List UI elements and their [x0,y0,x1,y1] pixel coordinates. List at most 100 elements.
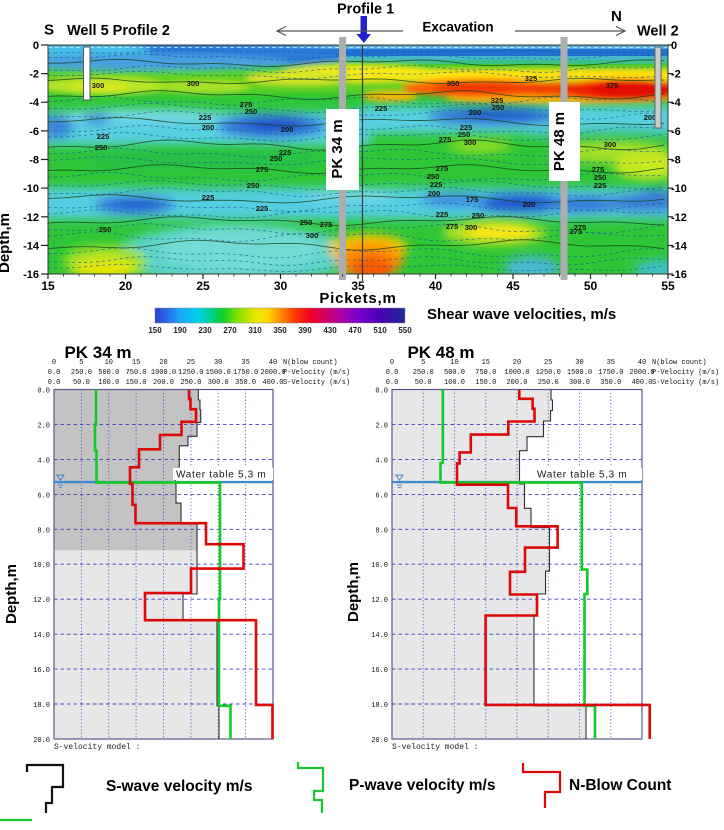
svg-text:225: 225 [375,104,388,113]
svg-text:0: 0 [671,40,677,52]
svg-text:20.0: 20.0 [371,737,388,745]
svg-text:N-Blow Count: N-Blow Count [569,777,671,794]
svg-text:0.0: 0.0 [37,388,50,396]
svg-text:15: 15 [41,279,55,293]
svg-text:18.0: 18.0 [371,702,388,710]
svg-text:15: 15 [482,359,490,367]
svg-text:35: 35 [241,359,249,367]
svg-text:-16: -16 [23,269,39,281]
svg-text:150.0: 150.0 [126,379,147,387]
svg-text:10: 10 [450,359,458,367]
svg-text:PK 48 m: PK 48 m [551,112,568,171]
svg-text:275: 275 [256,165,269,174]
svg-text:4.0: 4.0 [37,457,50,465]
svg-text:225: 225 [436,210,449,219]
svg-text:225: 225 [430,180,443,189]
svg-text:470: 470 [348,326,362,335]
svg-text:200.0: 200.0 [153,379,174,387]
svg-text:30: 30 [575,359,583,367]
svg-text:275: 275 [446,222,459,231]
svg-text:-10: -10 [671,183,687,195]
svg-text:0.0: 0.0 [48,369,61,377]
svg-text:-2: -2 [29,69,39,81]
svg-text:325: 325 [491,96,504,105]
svg-text:1250.0: 1250.0 [178,369,203,377]
svg-text:250: 250 [427,172,440,181]
svg-text:270: 270 [223,326,237,335]
svg-text:1250.0: 1250.0 [536,369,561,377]
svg-text:225: 225 [256,204,269,213]
svg-text:-10: -10 [23,183,39,195]
svg-text:225: 225 [460,123,473,132]
svg-text:-14: -14 [671,240,688,252]
svg-text:25: 25 [196,279,210,293]
svg-text:250: 250 [594,173,607,182]
svg-text:PK 34 m: PK 34 m [64,343,131,362]
svg-text:S: S [44,22,54,39]
svg-text:12.0: 12.0 [33,597,50,605]
svg-text:1000.0: 1000.0 [151,369,176,377]
svg-text:Shear wave velocities, m/s: Shear wave velocities, m/s [427,306,616,323]
svg-text:-8: -8 [29,155,39,167]
svg-text:40: 40 [429,279,443,293]
svg-text:300: 300 [465,223,478,232]
svg-text:190: 190 [173,326,187,335]
svg-text:8.0: 8.0 [375,527,388,535]
svg-text:Well 5 Profile 2: Well 5 Profile 2 [67,23,170,39]
svg-text:300.0: 300.0 [208,379,229,387]
svg-text:S-velocity model :: S-velocity model : [392,743,478,752]
svg-text:250.0: 250.0 [71,369,92,377]
svg-text:20.0: 20.0 [33,737,50,745]
svg-text:10: 10 [105,359,113,367]
svg-text:50: 50 [584,279,598,293]
svg-text:N(blow count): N(blow count) [652,359,707,367]
svg-text:275: 275 [574,223,587,232]
svg-text:10.0: 10.0 [33,562,50,570]
svg-text:0.0: 0.0 [386,369,399,377]
svg-text:Pickets,m: Pickets,m [319,290,396,307]
svg-text:350.0: 350.0 [235,379,256,387]
svg-text:0: 0 [33,40,39,52]
svg-text:390: 390 [298,326,312,335]
svg-text:250: 250 [472,211,485,220]
svg-text:0: 0 [390,359,394,367]
svg-text:35: 35 [351,279,365,293]
svg-text:275: 275 [320,220,333,229]
svg-text:200: 200 [469,108,482,117]
svg-text:S-velocity model :: S-velocity model : [54,743,140,752]
svg-text:750.0: 750.0 [475,369,496,377]
svg-text:350: 350 [273,326,287,335]
svg-text:55: 55 [661,279,675,293]
svg-text:14.0: 14.0 [371,632,388,640]
svg-text:S-Velocity (m/s): S-Velocity (m/s) [652,379,719,387]
svg-text:250.0: 250.0 [180,379,201,387]
svg-text:16.0: 16.0 [33,667,50,675]
svg-text:2000.0: 2000.0 [629,369,654,377]
svg-text:200: 200 [202,123,215,132]
svg-text:400.0: 400.0 [262,379,283,387]
svg-text:P-wave velocity m/s: P-wave velocity m/s [349,777,495,794]
svg-text:4.0: 4.0 [375,457,388,465]
svg-text:-2: -2 [671,69,681,81]
svg-text:550: 550 [398,326,412,335]
svg-text:Water table 5,3 m: Water table 5,3 m [537,470,627,481]
svg-text:14.0: 14.0 [33,632,50,640]
svg-text:Well 2: Well 2 [637,24,679,40]
svg-text:100.0: 100.0 [444,379,465,387]
svg-text:Depth,m: Depth,m [3,564,20,624]
svg-text:175: 175 [466,195,479,204]
svg-text:300: 300 [464,138,477,147]
svg-text:N: N [611,8,622,25]
svg-text:2.0: 2.0 [375,422,388,430]
svg-text:225: 225 [199,113,212,122]
svg-text:5: 5 [79,359,83,367]
svg-text:Excavation: Excavation [422,20,493,35]
svg-text:250: 250 [247,181,260,190]
svg-text:100.0: 100.0 [98,379,119,387]
svg-text:250: 250 [99,225,112,234]
svg-text:225: 225 [97,132,110,141]
svg-text:275: 275 [436,164,449,173]
svg-text:PK 48 m: PK 48 m [407,343,474,362]
svg-text:-6: -6 [671,126,681,138]
svg-text:250.0: 250.0 [413,369,434,377]
